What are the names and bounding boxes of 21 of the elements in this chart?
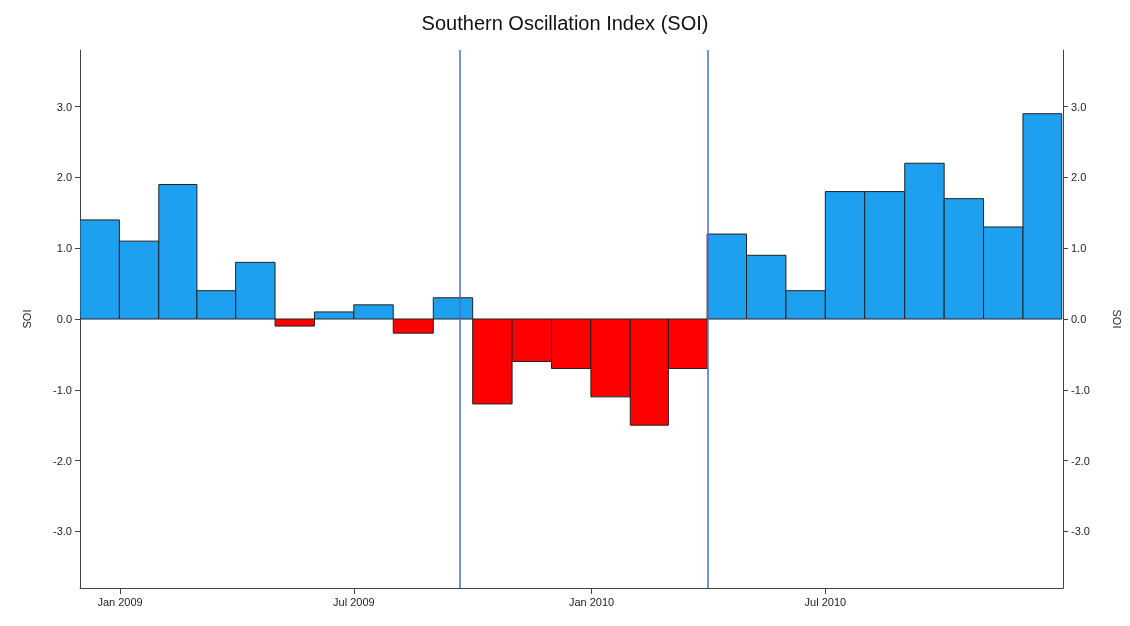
y2-tick-label: 2.0 [1071, 171, 1087, 184]
y2-tick-label: -1.0 [1071, 383, 1090, 396]
y-tick-label: -1.0 [53, 383, 72, 396]
x-tick-label: Jan 2010 [568, 595, 615, 608]
y2-tick-label: -3.0 [1071, 525, 1090, 538]
chart-title: Southern Oscillation Index (SOI) [421, 12, 709, 34]
y-tick-label: -2.0 [53, 454, 72, 467]
y-tick-label: 1.0 [56, 242, 72, 255]
x-tick-label: Jan 2009 [97, 595, 143, 608]
x-tick-label: Jul 2010 [804, 595, 847, 608]
y-tick-label: 2.0 [56, 171, 72, 184]
y-tick-label: 0.0 [56, 313, 72, 325]
y-axis-title: SOI [20, 309, 33, 329]
y2-tick-label: 1.0 [1071, 242, 1087, 255]
y2-axis-title: SOI [1110, 309, 1123, 329]
y2-tick-label: 3.0 [1071, 100, 1087, 113]
x-tick-label: Jul 2009 [333, 595, 375, 608]
y2-tick-label: -2.0 [1071, 454, 1090, 467]
y-tick-label: 3.0 [56, 100, 72, 113]
y-tick-label: -3.0 [53, 525, 72, 538]
y2-tick-label: 0.0 [1071, 313, 1087, 325]
